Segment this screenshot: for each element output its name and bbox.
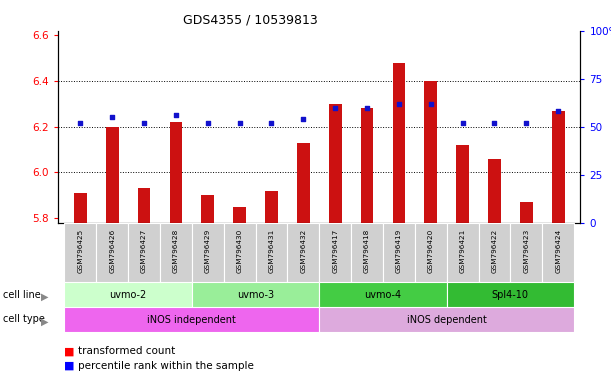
Point xyxy=(235,120,244,126)
Bar xyxy=(202,195,214,223)
Text: GSM796428: GSM796428 xyxy=(173,229,179,273)
Point xyxy=(171,112,181,118)
Point xyxy=(426,101,436,107)
Bar xyxy=(169,122,182,223)
Bar xyxy=(192,223,224,282)
Text: uvmo-3: uvmo-3 xyxy=(237,290,274,300)
Point xyxy=(554,108,563,114)
Bar xyxy=(192,282,320,307)
Bar xyxy=(224,223,255,282)
Text: iNOS independent: iNOS independent xyxy=(147,314,236,325)
Bar xyxy=(360,108,373,223)
Point xyxy=(108,114,117,120)
Bar xyxy=(351,223,383,282)
Point xyxy=(394,101,404,107)
Bar xyxy=(265,191,278,223)
Text: cell type: cell type xyxy=(3,314,45,324)
Text: ▶: ▶ xyxy=(41,316,48,326)
Bar xyxy=(520,202,533,223)
Bar xyxy=(106,127,119,223)
Bar xyxy=(392,63,405,223)
Bar xyxy=(297,143,310,223)
Bar xyxy=(320,282,447,307)
Text: GSM796432: GSM796432 xyxy=(301,229,306,273)
Bar xyxy=(478,223,510,282)
Text: GSM796425: GSM796425 xyxy=(78,229,83,273)
Text: GSM796426: GSM796426 xyxy=(109,229,115,273)
Text: GSM796429: GSM796429 xyxy=(205,229,211,273)
Text: GDS4355 / 10539813: GDS4355 / 10539813 xyxy=(183,13,318,26)
Bar xyxy=(320,307,574,332)
Bar xyxy=(456,145,469,223)
Bar xyxy=(160,223,192,282)
Point xyxy=(266,120,276,126)
Text: GSM796431: GSM796431 xyxy=(268,229,274,273)
Text: GSM796418: GSM796418 xyxy=(364,229,370,273)
Bar xyxy=(287,223,320,282)
Point xyxy=(75,120,85,126)
Text: GSM796417: GSM796417 xyxy=(332,229,338,273)
Text: percentile rank within the sample: percentile rank within the sample xyxy=(78,361,254,371)
Bar xyxy=(64,223,97,282)
Bar xyxy=(542,223,574,282)
Point xyxy=(362,104,372,111)
Bar xyxy=(64,307,320,332)
Text: GSM796420: GSM796420 xyxy=(428,229,434,273)
Point xyxy=(203,120,213,126)
Bar xyxy=(64,282,192,307)
Bar xyxy=(552,111,565,223)
Bar xyxy=(329,104,342,223)
Bar xyxy=(425,81,437,223)
Bar xyxy=(415,223,447,282)
Point xyxy=(489,120,499,126)
Text: cell line: cell line xyxy=(3,290,41,300)
Bar xyxy=(488,159,501,223)
Text: ■: ■ xyxy=(64,346,75,356)
Text: Spl4-10: Spl4-10 xyxy=(492,290,529,300)
Bar xyxy=(255,223,287,282)
Bar xyxy=(97,223,128,282)
Text: GSM796421: GSM796421 xyxy=(459,229,466,273)
Point xyxy=(521,120,531,126)
Bar xyxy=(128,223,160,282)
Point xyxy=(458,120,467,126)
Text: GSM796422: GSM796422 xyxy=(491,229,497,273)
Bar xyxy=(137,189,150,223)
Bar xyxy=(383,223,415,282)
Text: transformed count: transformed count xyxy=(78,346,175,356)
Bar xyxy=(320,223,351,282)
Point xyxy=(139,120,149,126)
Text: iNOS dependent: iNOS dependent xyxy=(407,314,486,325)
Text: uvmo-4: uvmo-4 xyxy=(364,290,401,300)
Bar xyxy=(233,207,246,223)
Text: uvmo-2: uvmo-2 xyxy=(109,290,147,300)
Bar xyxy=(447,223,478,282)
Text: GSM796424: GSM796424 xyxy=(555,229,561,273)
Text: GSM796423: GSM796423 xyxy=(523,229,529,273)
Bar xyxy=(510,223,542,282)
Text: GSM796430: GSM796430 xyxy=(236,229,243,273)
Text: ■: ■ xyxy=(64,361,75,371)
Text: ▶: ▶ xyxy=(41,291,48,301)
Point xyxy=(331,104,340,111)
Point xyxy=(298,116,308,122)
Bar xyxy=(447,282,574,307)
Text: GSM796419: GSM796419 xyxy=(396,229,402,273)
Bar xyxy=(74,193,87,223)
Text: GSM796427: GSM796427 xyxy=(141,229,147,273)
